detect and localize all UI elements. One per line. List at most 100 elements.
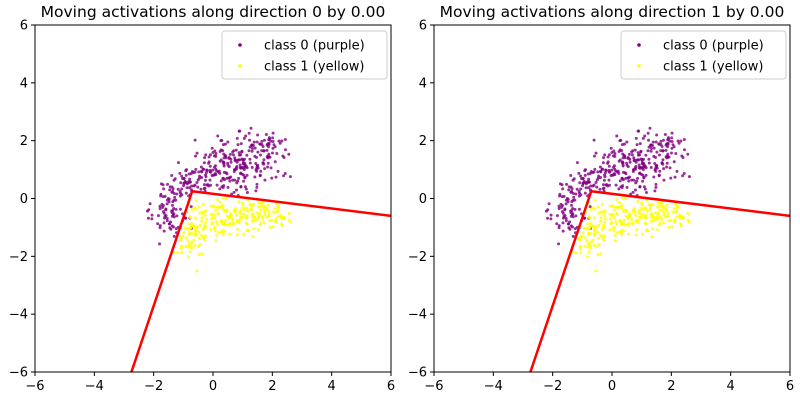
data-point (172, 206, 176, 210)
data-point (620, 149, 624, 153)
data-point (180, 245, 184, 249)
data-point (644, 191, 648, 195)
data-point (570, 213, 574, 217)
data-point (584, 226, 588, 230)
data-point (156, 222, 160, 226)
data-point (587, 250, 591, 254)
data-point (655, 150, 659, 154)
data-point (673, 220, 677, 224)
data-point (657, 173, 661, 177)
data-point (659, 215, 663, 219)
data-point (677, 141, 681, 145)
data-point (174, 207, 178, 211)
data-point (172, 234, 176, 238)
data-point (630, 150, 634, 154)
x-tick-label: 4 (328, 379, 336, 394)
data-point (564, 202, 568, 206)
data-point (224, 171, 228, 175)
data-point (268, 225, 272, 229)
data-point (235, 136, 239, 140)
data-point (204, 220, 208, 224)
x-tick-label: 0 (209, 379, 217, 394)
data-point (644, 153, 648, 157)
data-point (661, 221, 665, 225)
data-point (256, 228, 260, 232)
y-tick-label: 4 (419, 76, 427, 91)
data-point (236, 179, 240, 183)
data-point (250, 219, 254, 223)
data-point (241, 201, 245, 205)
data-point (222, 152, 226, 156)
data-point (650, 235, 654, 239)
x-tick-label: 6 (387, 379, 395, 394)
data-point (630, 222, 634, 226)
data-point (581, 177, 585, 181)
data-point (636, 151, 640, 155)
data-point (170, 209, 174, 213)
data-point (187, 172, 191, 176)
data-point (619, 218, 623, 222)
data-point (637, 165, 641, 169)
data-point (282, 174, 286, 178)
data-point (640, 203, 644, 207)
data-point (263, 210, 267, 214)
data-point (257, 212, 261, 216)
series-1 (172, 196, 292, 273)
data-point (170, 190, 174, 194)
data-point (262, 162, 266, 166)
data-point (226, 140, 230, 144)
data-point (653, 161, 657, 165)
data-point (255, 140, 259, 144)
data-point (259, 169, 263, 173)
data-point (615, 222, 619, 226)
data-point (248, 138, 252, 142)
data-point (670, 225, 674, 229)
data-point (602, 213, 606, 217)
data-point (652, 175, 656, 179)
data-point (562, 194, 566, 198)
data-point (566, 200, 570, 204)
data-point (562, 216, 566, 220)
series-0 (145, 126, 292, 246)
data-point (280, 139, 284, 143)
data-point (172, 250, 176, 254)
data-point (270, 176, 274, 180)
data-point (544, 209, 548, 213)
data-point (649, 212, 653, 216)
data-point (204, 175, 208, 179)
data-point (589, 208, 593, 212)
data-point (287, 152, 291, 156)
data-point (628, 212, 632, 216)
data-point (212, 173, 216, 177)
data-point (199, 169, 203, 173)
data-point (228, 232, 232, 236)
data-point (609, 217, 613, 221)
data-point (234, 148, 238, 152)
data-point (244, 187, 248, 191)
data-point (232, 190, 236, 194)
data-point (680, 216, 684, 220)
data-point (200, 252, 204, 256)
data-point (231, 217, 235, 221)
data-point (651, 140, 655, 144)
chart-title: Moving activations along direction 1 by … (440, 3, 785, 21)
data-point (599, 210, 603, 214)
data-point (190, 184, 194, 188)
data-point (655, 215, 659, 219)
data-point (606, 155, 610, 159)
data-point (654, 155, 658, 159)
data-point (687, 220, 691, 224)
data-point (596, 170, 600, 174)
data-point (188, 250, 192, 254)
data-point (656, 201, 660, 205)
data-point (638, 212, 642, 216)
data-point (178, 207, 182, 211)
data-point (632, 156, 636, 160)
data-point (634, 233, 638, 237)
data-point (620, 207, 624, 211)
data-point (216, 212, 220, 216)
data-point (644, 214, 648, 218)
data-point (203, 156, 207, 160)
data-point (647, 138, 651, 142)
data-point (250, 147, 254, 151)
